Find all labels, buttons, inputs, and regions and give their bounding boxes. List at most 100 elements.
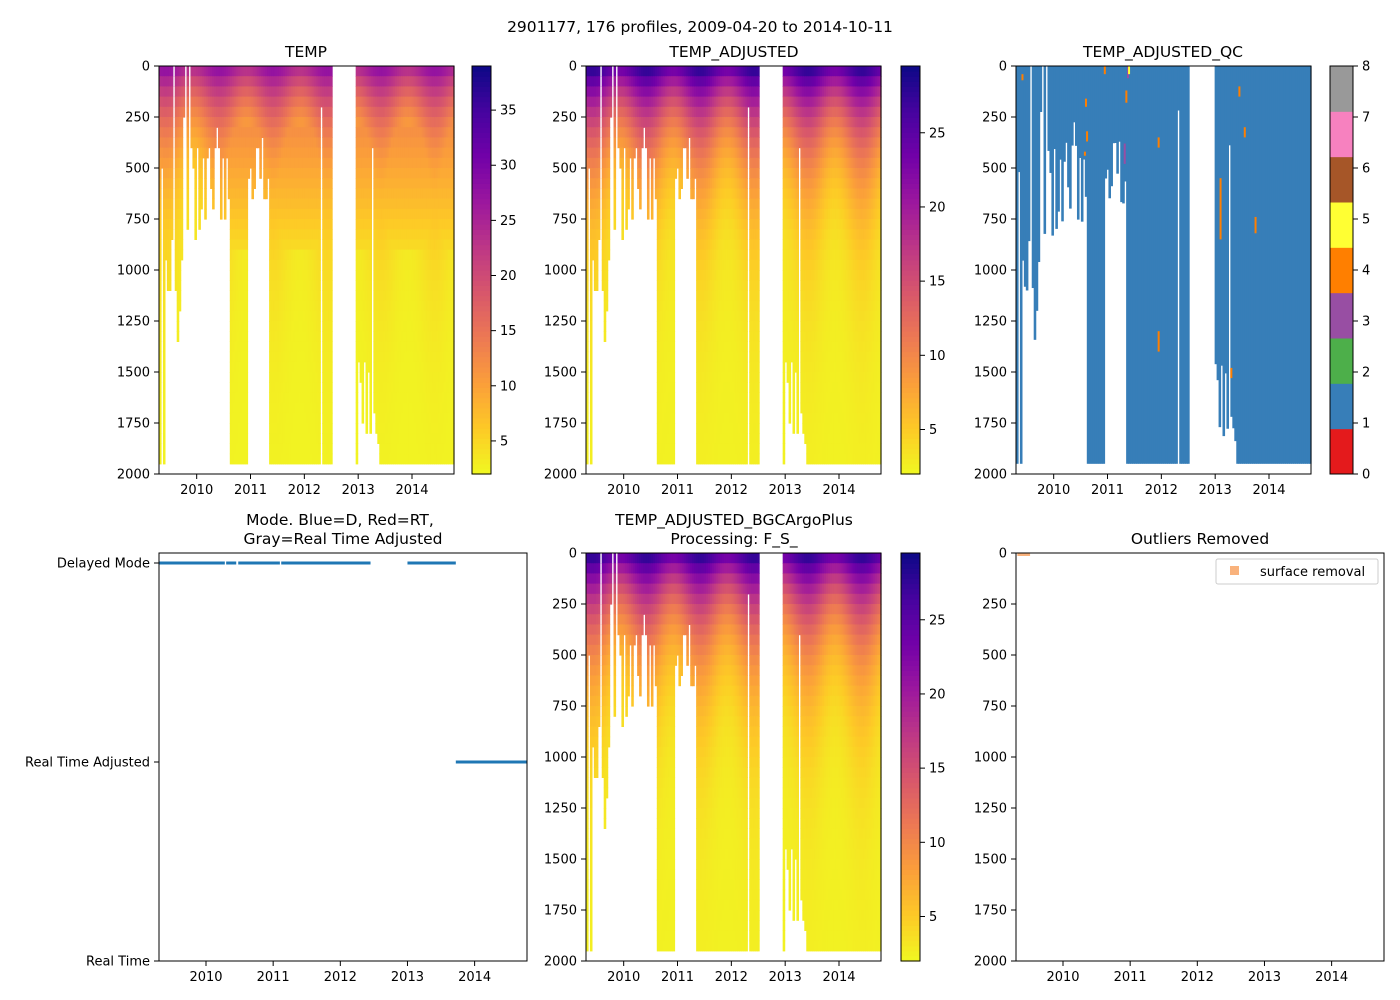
heatmap-cell bbox=[275, 423, 278, 434]
heatmap-cell bbox=[282, 239, 286, 251]
heatmap-cell bbox=[278, 412, 282, 424]
heatmap-cell bbox=[237, 423, 241, 434]
heatmap-cell bbox=[255, 76, 258, 87]
heatmap-cell bbox=[202, 137, 205, 149]
heatmap-cell bbox=[273, 310, 276, 322]
heatmap-cell bbox=[273, 351, 276, 363]
heatmap-cell bbox=[318, 433, 321, 444]
heatmap-cell bbox=[300, 361, 304, 373]
heatmap-cell bbox=[168, 106, 172, 118]
heatmap-cell bbox=[241, 86, 245, 98]
heatmap-cell bbox=[288, 453, 292, 465]
heatmap-cell bbox=[231, 229, 235, 240]
heatmap-cell bbox=[597, 117, 601, 128]
heatmap-cell bbox=[306, 198, 310, 210]
heatmap-cell bbox=[280, 117, 284, 128]
heatmap-cell bbox=[275, 157, 278, 169]
heatmap-cell bbox=[261, 66, 264, 77]
heatmap-cell bbox=[243, 341, 247, 353]
heatmap-cell bbox=[162, 168, 166, 179]
heatmap-cell bbox=[239, 249, 243, 261]
heatmap-cell bbox=[277, 229, 280, 240]
heatmap-cell bbox=[613, 96, 617, 108]
heatmap-cell bbox=[298, 137, 302, 149]
heatmap-cell bbox=[278, 157, 282, 169]
heatmap-cell bbox=[275, 392, 278, 404]
heatmap-cell bbox=[227, 117, 231, 128]
heatmap-cell bbox=[318, 453, 321, 465]
heatmap-cell bbox=[162, 198, 166, 210]
heatmap-cell bbox=[298, 239, 302, 251]
heatmap-cell bbox=[298, 249, 302, 261]
heatmap-cell bbox=[318, 310, 321, 322]
heatmap-cell bbox=[292, 117, 296, 128]
heatmap-cell bbox=[361, 402, 365, 414]
heatmap-cell bbox=[589, 331, 593, 342]
heatmap-cell bbox=[229, 310, 233, 322]
heatmap-cell bbox=[361, 361, 365, 373]
heatmap-cell bbox=[278, 423, 282, 434]
heatmap-cell bbox=[280, 106, 284, 118]
heatmap-cell bbox=[182, 96, 186, 108]
heatmap-cell bbox=[237, 137, 241, 149]
heatmap-cell bbox=[166, 106, 170, 118]
heatmap-cell bbox=[589, 300, 593, 312]
heatmap-cell bbox=[330, 96, 333, 108]
heatmap-cell bbox=[308, 117, 312, 128]
heatmap-cell bbox=[589, 372, 593, 383]
heatmap-cell bbox=[290, 310, 294, 322]
heatmap-cell bbox=[159, 259, 162, 271]
heatmap-cell bbox=[288, 412, 292, 424]
heatmap-cell bbox=[296, 351, 300, 363]
heatmap-cell bbox=[164, 198, 168, 210]
heatmap-cell bbox=[237, 290, 241, 302]
heatmap-cell bbox=[361, 382, 365, 393]
heatmap-cell bbox=[241, 331, 245, 342]
heatmap-cell bbox=[361, 392, 365, 404]
heatmap-cell bbox=[166, 137, 170, 149]
heatmap-cell bbox=[180, 239, 184, 251]
heatmap-cell bbox=[243, 106, 247, 118]
heatmap-cell bbox=[631, 198, 634, 210]
heatmap-cell bbox=[300, 453, 304, 465]
heatmap-cell bbox=[278, 351, 282, 363]
heatmap-cell bbox=[159, 249, 162, 261]
heatmap-cell bbox=[292, 392, 296, 404]
heatmap-cell bbox=[263, 178, 266, 189]
heatmap-cell bbox=[304, 168, 308, 179]
heatmap-cell bbox=[237, 372, 241, 383]
heatmap-cell bbox=[229, 351, 233, 363]
heatmap-cell bbox=[164, 178, 168, 189]
heatmap-cell bbox=[275, 290, 278, 302]
heatmap-cell bbox=[245, 372, 249, 383]
heatmap-cell bbox=[304, 198, 308, 210]
heatmap-cell bbox=[302, 331, 306, 342]
heatmap-cell bbox=[282, 341, 286, 353]
heatmap-cell bbox=[278, 168, 282, 179]
heatmap-cell bbox=[280, 208, 284, 220]
x-tick-label: 2014 bbox=[395, 483, 428, 498]
heatmap-cell bbox=[304, 106, 308, 118]
heatmap-cell bbox=[369, 270, 372, 281]
heatmap-cell bbox=[288, 229, 292, 240]
heatmap-cell bbox=[275, 86, 278, 98]
y-tick-label: 750 bbox=[125, 213, 150, 228]
heatmap-cell bbox=[231, 443, 235, 455]
heatmap-cell bbox=[176, 127, 180, 138]
heatmap-cell bbox=[639, 188, 642, 200]
heatmap-cell bbox=[296, 86, 300, 98]
heatmap-cell bbox=[292, 76, 296, 87]
heatmap-cell bbox=[174, 229, 178, 240]
heatmap-cell bbox=[239, 310, 243, 322]
heatmap-cell bbox=[237, 229, 241, 240]
heatmap-cell bbox=[216, 86, 219, 98]
heatmap-cell bbox=[235, 198, 239, 210]
heatmap-cell bbox=[290, 392, 294, 404]
heatmap-cell bbox=[221, 76, 225, 87]
heatmap-cell bbox=[290, 280, 294, 291]
heatmap-cell bbox=[284, 443, 288, 455]
heatmap-cell bbox=[296, 198, 300, 210]
heatmap-cell bbox=[214, 127, 217, 138]
heatmap-cell bbox=[198, 168, 201, 179]
heatmap-cell bbox=[306, 300, 310, 312]
